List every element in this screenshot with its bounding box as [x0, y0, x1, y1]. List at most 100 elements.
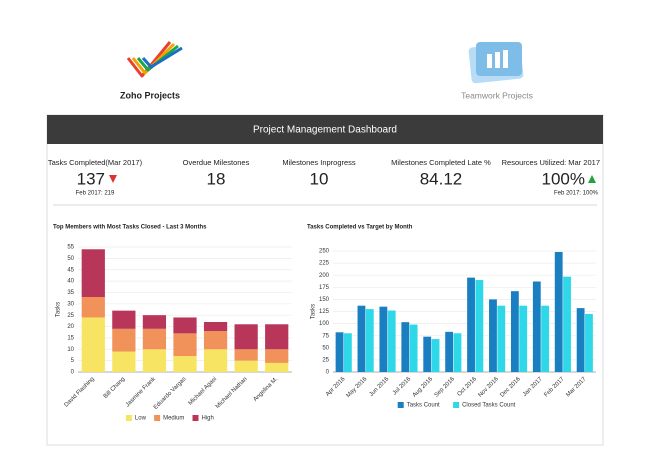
bar [497, 305, 506, 372]
legend-swatch [192, 415, 199, 421]
bar [335, 332, 344, 372]
bar-segment [142, 349, 167, 372]
legend-label: Closed Tasks Count [462, 403, 516, 409]
bar [576, 308, 585, 372]
bar-segment [234, 349, 258, 361]
y-tick-label: 225 [319, 261, 330, 267]
bar [467, 277, 475, 372]
logo-figure [487, 54, 492, 68]
y-tick-label: 35 [67, 290, 74, 296]
bar-segment [234, 360, 258, 372]
y-tick-label: 40 [67, 279, 74, 285]
y-axis-label: Tasks [56, 302, 62, 317]
y-tick-label: 150 [319, 297, 330, 303]
y-tick-label: 25 [322, 357, 329, 363]
bar-segment [142, 315, 167, 329]
bar-segment [203, 331, 228, 350]
kpi-value: 137 [77, 169, 105, 188]
bar-segment [173, 356, 197, 372]
bar [445, 331, 454, 372]
logo-stroke [131, 42, 176, 75]
kpi-label: Tasks Completed(Mar 2017) [48, 158, 143, 167]
y-tick-label: 125 [319, 309, 330, 315]
bar [475, 280, 484, 372]
y-tick-label: 250 [319, 249, 330, 255]
bar [453, 333, 462, 372]
y-tick-label: 75 [322, 333, 329, 339]
legend-label: Medium [163, 416, 184, 422]
legend-label: High [202, 416, 214, 422]
bar-segment [265, 324, 289, 350]
bar [343, 333, 352, 372]
kpi-sub: Feb 2017: 219 [76, 191, 115, 197]
bar-segment [265, 362, 289, 372]
y-tick-label: 50 [67, 256, 74, 262]
kpi-value: 84.12 [420, 169, 463, 188]
bar-segment [112, 310, 136, 329]
bar [379, 306, 388, 372]
bar [510, 291, 519, 372]
logo-stroke [141, 46, 183, 69]
y-tick-label: 100 [319, 321, 330, 327]
y-axis-label: Tasks [311, 304, 317, 319]
bar-segment [173, 333, 197, 357]
kpi-sub: Feb 2017: 100% [554, 191, 599, 197]
bar [357, 305, 366, 372]
legend-label: Low [135, 416, 147, 422]
bar [541, 305, 550, 372]
logo-figure [495, 52, 500, 68]
bar [423, 336, 432, 372]
bar [401, 322, 410, 372]
y-tick-label: 0 [326, 370, 330, 376]
logo-stroke [126, 41, 172, 78]
kpi-value: 10 [310, 169, 329, 188]
legend-swatch [125, 415, 132, 421]
logo-figure [503, 50, 508, 68]
y-tick-label: 175 [319, 285, 330, 291]
y-tick-label: 25 [67, 313, 74, 319]
kpi-value: 100% [542, 169, 585, 188]
zoho-logo [126, 41, 183, 78]
chart-title: Top Members with Most Tasks Closed - Las… [53, 225, 207, 231]
trend-down [109, 175, 117, 183]
legend-swatch [397, 402, 404, 408]
kpi-label: Overdue Milestones [183, 158, 250, 167]
y-tick-label: 55 [67, 245, 74, 251]
kpi-label: Milestones Completed Late % [391, 158, 491, 167]
kpi-value: 18 [207, 169, 226, 188]
legend-swatch [154, 415, 161, 421]
dashboard-header [47, 115, 603, 144]
y-tick-label: 50 [322, 345, 329, 351]
bar-segment [81, 249, 105, 297]
bar [489, 299, 497, 372]
y-tick-label: 200 [319, 273, 330, 279]
y-tick-label: 15 [67, 335, 74, 341]
legend-swatch [453, 402, 460, 408]
bar-segment [203, 349, 228, 372]
bar-segment [81, 317, 105, 372]
bar [519, 305, 528, 372]
legend-label: Tasks Count [407, 403, 440, 409]
bar-segment [142, 328, 167, 350]
logo-stroke [136, 44, 179, 72]
bar-segment [81, 297, 105, 318]
bar [563, 276, 571, 372]
bar-segment [173, 317, 197, 334]
bar [387, 310, 396, 372]
bar-segment [112, 351, 136, 372]
logo-label: Teamwork Projects [461, 90, 533, 100]
trend-up [588, 175, 596, 183]
logo-label: Zoho Projects [120, 90, 180, 100]
bar-segment [203, 322, 228, 332]
bar [431, 339, 440, 372]
bar [554, 251, 563, 372]
kpi-label: Milestones Inprogress [282, 158, 356, 167]
y-tick-label: 45 [67, 267, 74, 273]
bar-segment [112, 328, 136, 352]
teamwork-logo [468, 42, 524, 84]
y-tick-label: 5 [71, 358, 75, 364]
y-tick-label: 0 [71, 370, 75, 376]
bar-segment [234, 324, 258, 350]
